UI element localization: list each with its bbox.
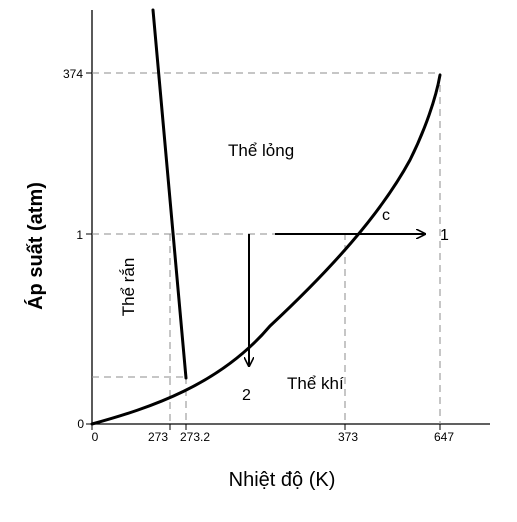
y-axis-label: Áp suất (atm) xyxy=(24,182,47,310)
marker-c: c xyxy=(382,207,390,224)
x-tick-label-647: 647 xyxy=(434,430,454,444)
x-tick-label-0: 0 xyxy=(92,430,99,444)
x-tick-label-273: 273 xyxy=(148,430,168,444)
marker-1: 1 xyxy=(440,227,449,244)
region-liquid-label: Thể lỏng xyxy=(228,141,294,160)
vaporization-curve xyxy=(90,73,442,426)
x-axis-label: Nhiệt độ (K) xyxy=(229,469,336,491)
y-tick-label-1: 1 xyxy=(76,228,83,242)
x-tick-label-373: 373 xyxy=(338,430,358,444)
y-tick-label-374: 374 xyxy=(63,67,83,81)
x-tick-label-273-2: 273.2 xyxy=(180,430,210,444)
y-tick-label-0: 0 xyxy=(77,417,84,431)
region-solid-label: Thể rắn xyxy=(119,258,138,317)
guide-374 xyxy=(92,72,441,424)
fusion-line xyxy=(151,8,188,380)
marker-2: 2 xyxy=(242,387,251,404)
region-gas-label: Thể khí xyxy=(287,374,344,393)
